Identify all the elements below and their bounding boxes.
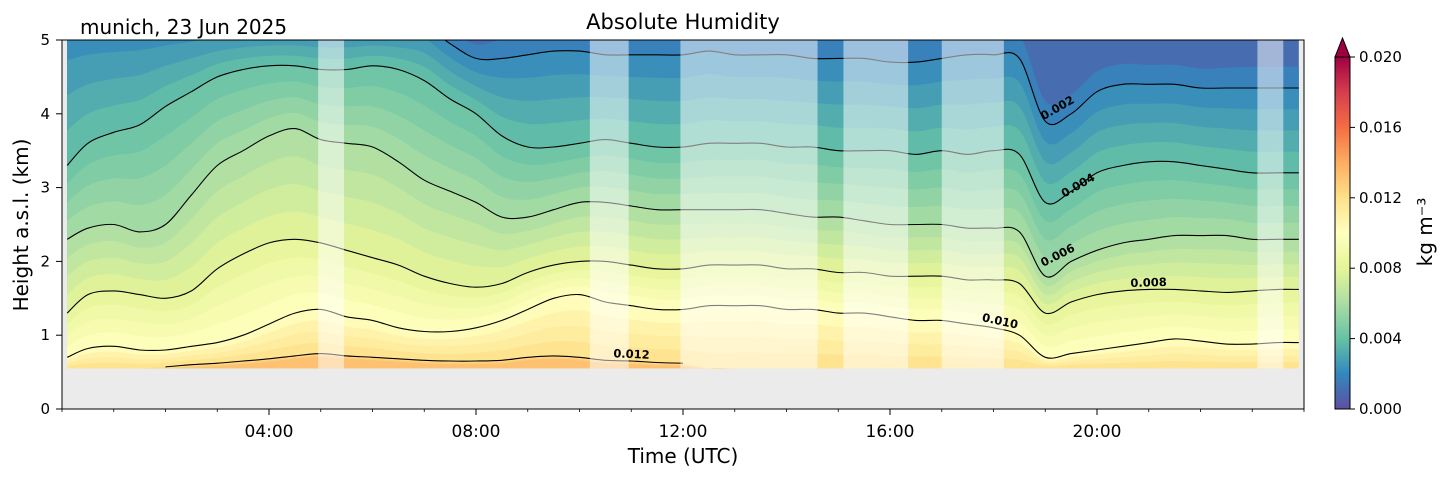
x-tick-label: 20:00	[1073, 422, 1122, 442]
colorbar-tick-label: 0.008	[1359, 259, 1402, 277]
colorbar-label: kg m⁻³	[1413, 198, 1437, 267]
missing-data-band	[941, 40, 1004, 369]
y-tick-label: 1	[40, 326, 50, 344]
y-tick-label: 5	[40, 31, 50, 49]
contour-label: 0.012	[613, 346, 650, 362]
x-tick-label: 16:00	[866, 422, 915, 442]
contour-label: 0.008	[1130, 275, 1167, 290]
missing-data-band	[1257, 40, 1284, 369]
x-tick-label: 08:00	[452, 422, 501, 442]
y-axis: 0 1 2 3 4 5	[40, 31, 62, 418]
missing-data-band	[589, 40, 629, 369]
chart-subtitle: munich, 23 Jun 2025	[80, 15, 287, 39]
missing-data-band	[843, 40, 909, 369]
colorbar-tick-label: 0.020	[1359, 48, 1402, 66]
missing-data-overlays	[318, 40, 1284, 369]
x-axis-label: Time (UTC)	[627, 444, 739, 468]
colorbar-tick-label: 0.012	[1359, 189, 1402, 207]
colorbar-ticks: 0.000 0.004 0.008 0.012 0.016 0.020	[1350, 48, 1402, 418]
fill-band	[67, 356, 1299, 369]
y-axis-label: Height a.s.l. (km)	[9, 139, 33, 312]
x-tick-label: 12:00	[659, 422, 708, 442]
colorbar-tick-label: 0.000	[1359, 400, 1402, 418]
colorbar-tick-label: 0.016	[1359, 118, 1402, 136]
missing-data-band	[680, 40, 818, 369]
colorbar-tick-label: 0.004	[1359, 330, 1402, 348]
y-tick-label: 3	[40, 179, 50, 197]
x-axis: 04:00 08:00 12:00 16:00 20:00	[61, 409, 1305, 442]
y-tick-label: 0	[40, 400, 50, 418]
x-tick-label: 04:00	[245, 422, 294, 442]
y-tick-label: 4	[40, 105, 50, 123]
colorbar-gradient	[1334, 56, 1351, 410]
colorbar: 0.000 0.004 0.008 0.012 0.016 0.020 kg m⁻³	[1334, 36, 1437, 418]
missing-data-band	[318, 40, 345, 369]
chart-title: Absolute Humidity	[586, 10, 780, 34]
y-tick-label: 2	[40, 252, 50, 270]
colorbar-extend-arrow	[1334, 36, 1351, 58]
